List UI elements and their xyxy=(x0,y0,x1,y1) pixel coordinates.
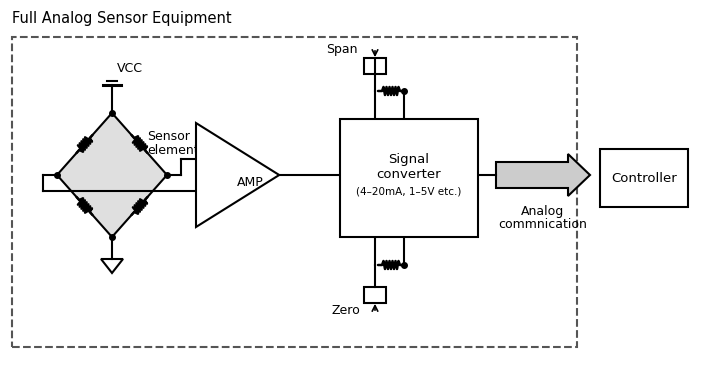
Text: Span: Span xyxy=(327,43,358,57)
Text: Sensor: Sensor xyxy=(147,131,190,143)
Text: Full Analog Sensor Equipment: Full Analog Sensor Equipment xyxy=(12,11,231,26)
Bar xyxy=(364,287,386,303)
Text: commnication: commnication xyxy=(498,219,587,231)
Polygon shape xyxy=(496,154,590,196)
Text: Zero: Zero xyxy=(332,304,360,318)
Text: Signal: Signal xyxy=(388,154,430,166)
Polygon shape xyxy=(101,259,123,273)
Text: Analog: Analog xyxy=(521,204,564,218)
Polygon shape xyxy=(57,113,167,237)
Text: VCC: VCC xyxy=(117,62,143,75)
Text: AMP: AMP xyxy=(236,177,263,189)
Bar xyxy=(340,119,478,237)
Text: converter: converter xyxy=(377,168,442,181)
Text: Controller: Controller xyxy=(611,172,677,184)
Bar xyxy=(12,37,577,347)
Bar xyxy=(364,58,386,74)
Text: element: element xyxy=(147,145,199,158)
Bar xyxy=(600,149,688,207)
Text: (4–20mA, 1–5V etc.): (4–20mA, 1–5V etc.) xyxy=(356,186,462,196)
Polygon shape xyxy=(196,123,279,227)
